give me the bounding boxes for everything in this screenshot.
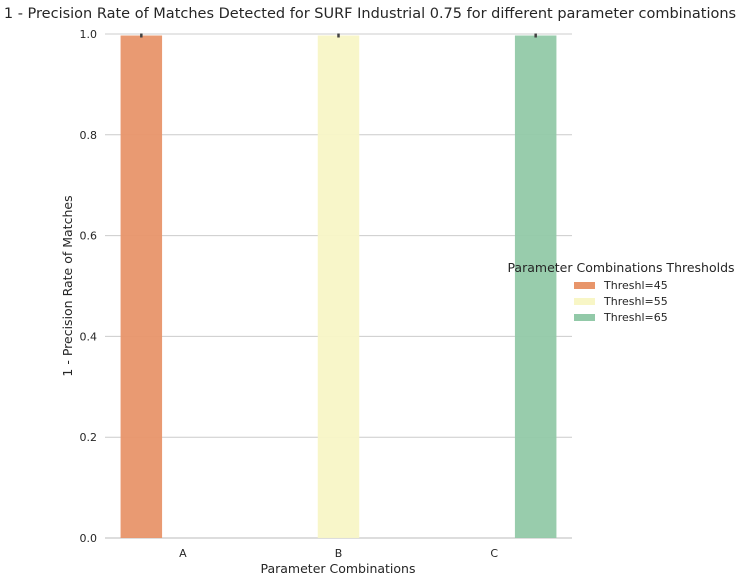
legend-title: Parameter Combinations Thresholds xyxy=(507,260,734,275)
x-tick-label: A xyxy=(179,547,187,560)
y-tick-label: 0.0 xyxy=(80,532,98,545)
y-tick-label: 0.8 xyxy=(80,129,98,142)
y-tick-label: 1.0 xyxy=(80,28,98,41)
y-tick-label: 0.6 xyxy=(80,230,98,243)
axis-ticks: 0.0 0.2 0.4 0.6 0.8 1.0 A B C xyxy=(80,28,499,560)
legend-swatch xyxy=(574,298,595,305)
bar-threshl-55 xyxy=(317,35,360,539)
bar-threshl-45 xyxy=(120,35,163,539)
x-axis-label: Parameter Combinations xyxy=(260,561,415,576)
bar-threshl-65 xyxy=(514,35,557,539)
legend-swatch xyxy=(574,282,595,289)
y-tick-label: 0.2 xyxy=(80,431,98,444)
legend-entry-label: Threshl=65 xyxy=(603,311,668,324)
y-axis-label: 1 - Precision Rate of Matches xyxy=(60,195,75,376)
x-tick-label: B xyxy=(335,547,343,560)
chart-title: 1 - Precision Rate of Matches Detected f… xyxy=(4,6,736,22)
bars xyxy=(120,33,557,539)
legend-entry-label: Threshl=55 xyxy=(603,295,668,308)
legend-entry-label: Threshl=45 xyxy=(603,279,668,292)
legend-swatch xyxy=(574,314,595,321)
y-tick-label: 0.4 xyxy=(80,330,98,343)
x-tick-label: C xyxy=(490,547,498,560)
legend: Parameter Combinations Thresholds Thresh… xyxy=(507,260,734,324)
